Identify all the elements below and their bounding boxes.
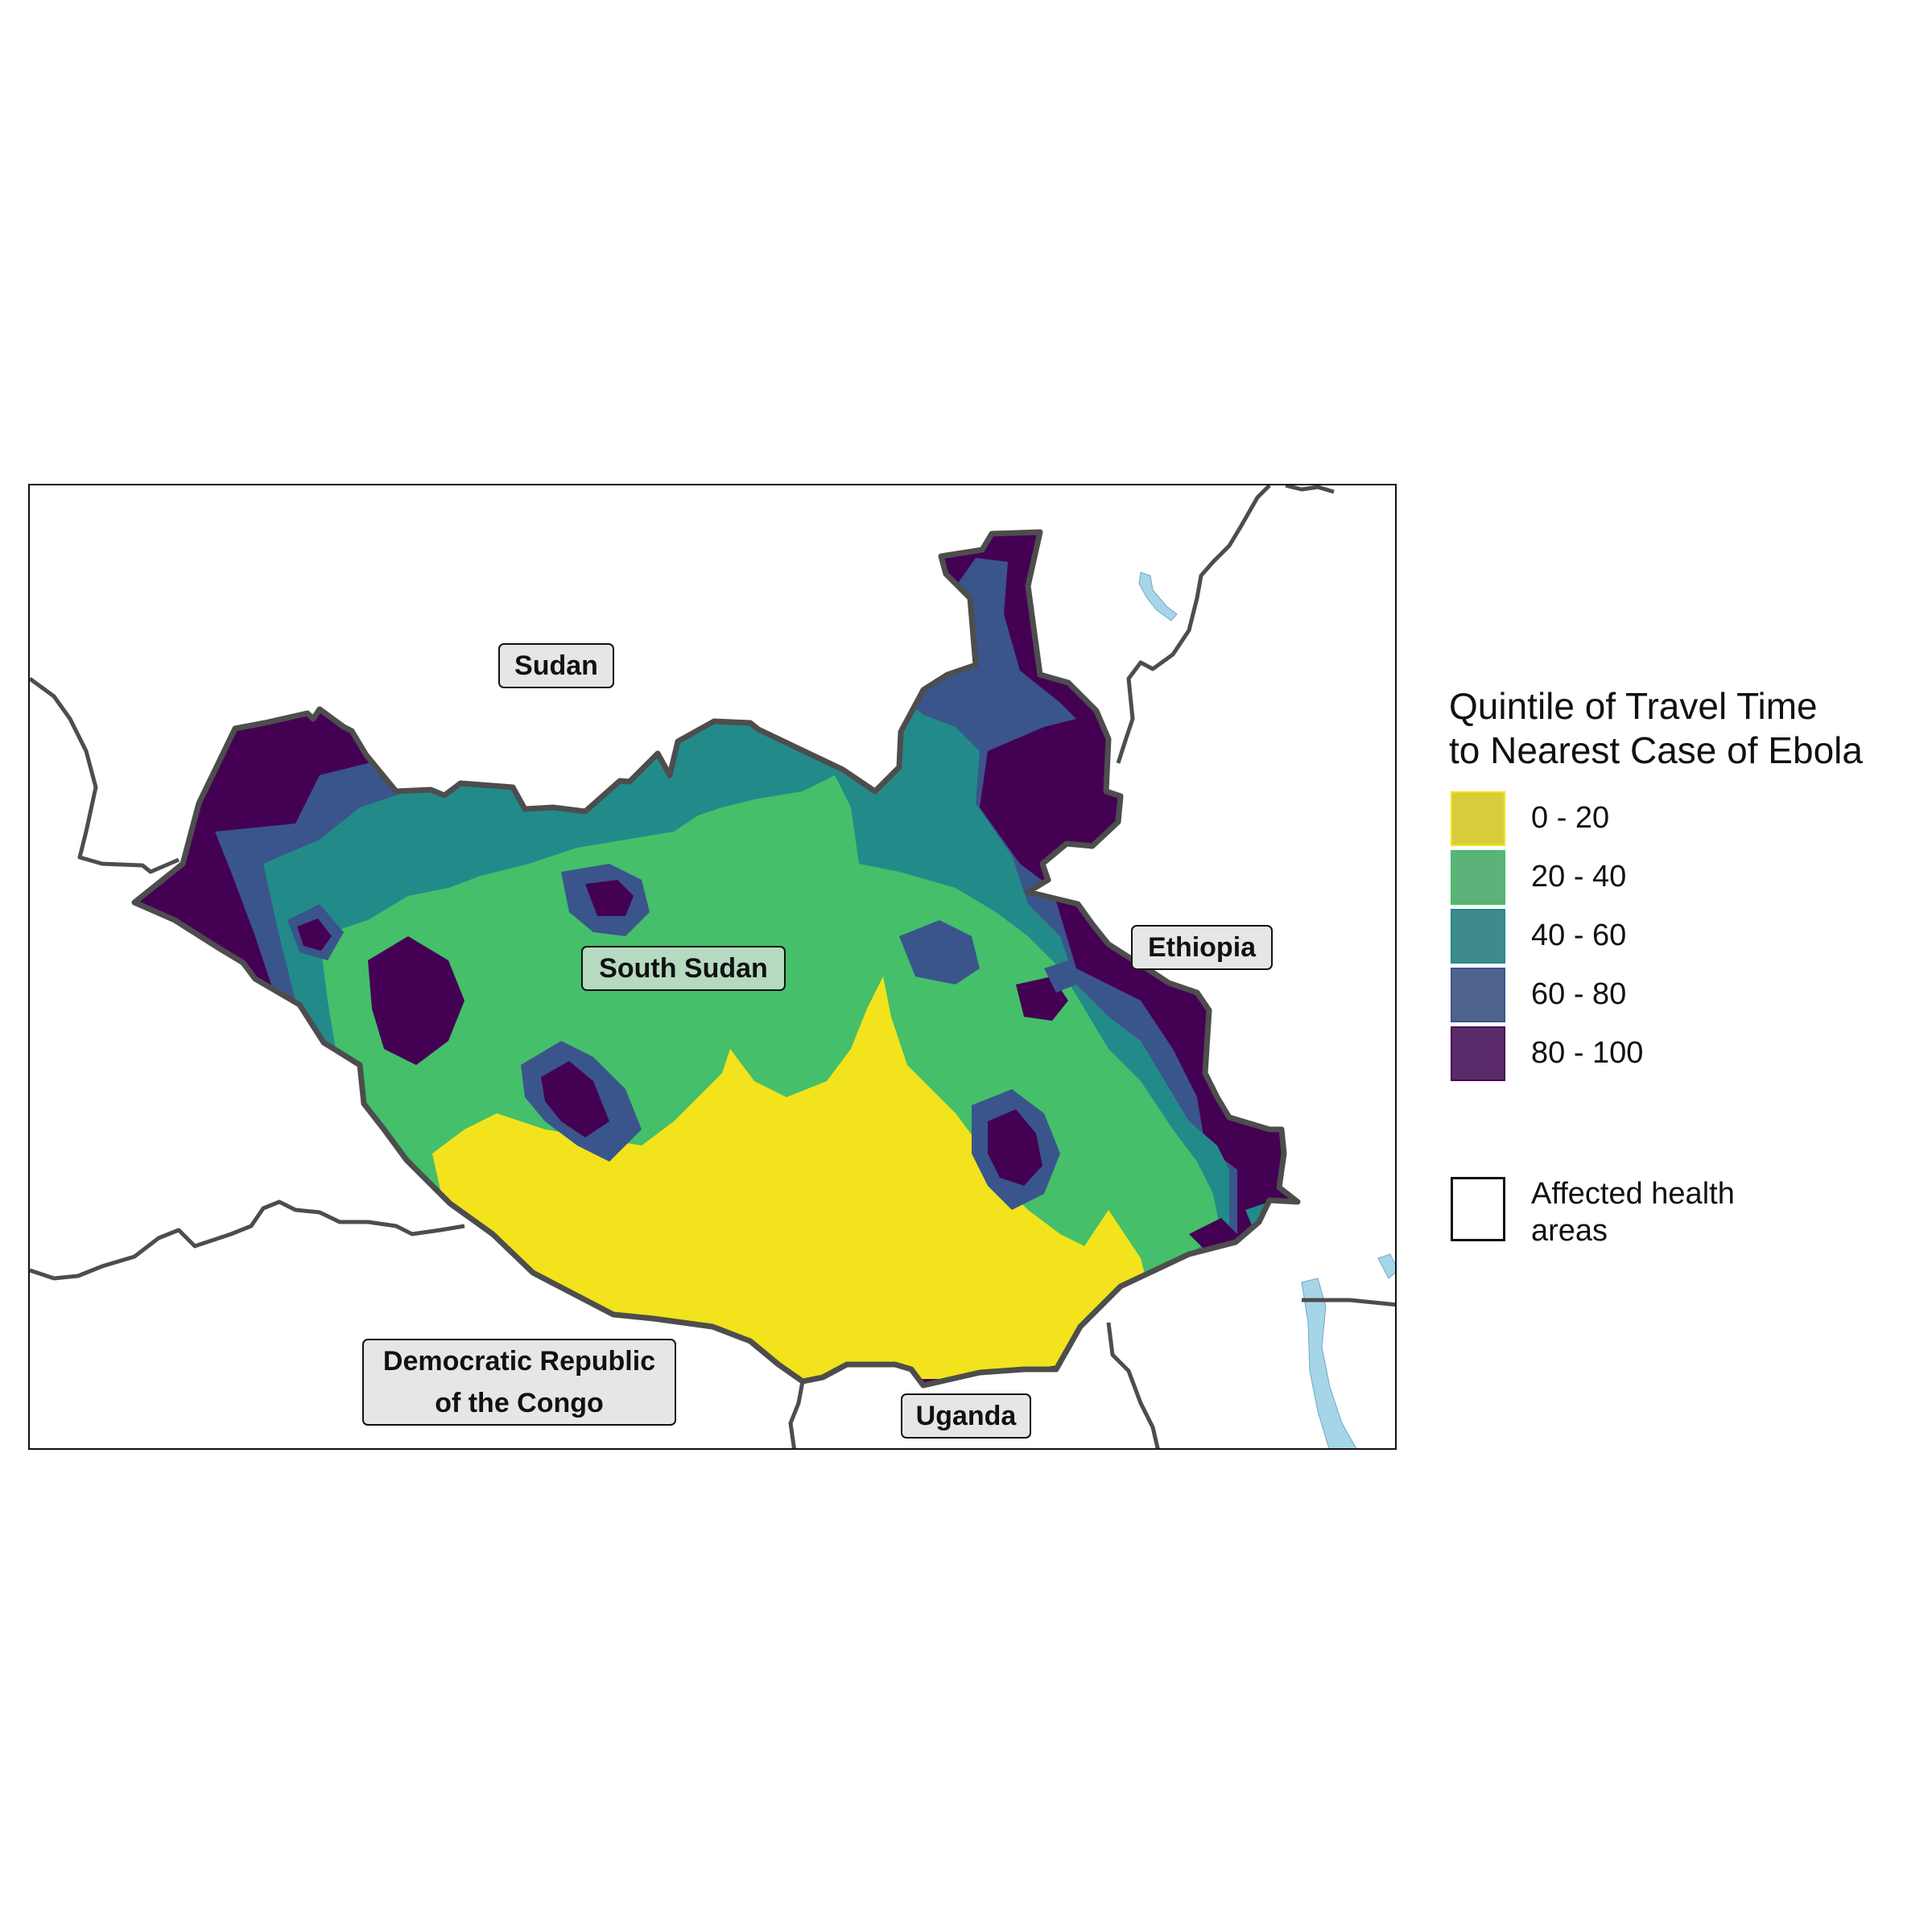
legend-label: 40 - 60	[1531, 919, 1627, 952]
ethiopia-top-right	[1285, 485, 1335, 494]
label-uganda: Uganda	[901, 1393, 1031, 1439]
legend-label: 80 - 100	[1531, 1036, 1644, 1070]
legend-label: 20 - 40	[1531, 860, 1627, 894]
lake-turkana	[1301, 1278, 1357, 1448]
kenya-ethiopia-border	[1302, 1298, 1395, 1307]
neighbour-borders	[30, 485, 1395, 1448]
sudan-ethiopia-border	[1116, 485, 1271, 764]
legend-label: 60 - 80	[1531, 977, 1627, 1011]
legend-swatch	[1451, 791, 1505, 846]
uganda-drc-border	[788, 1381, 805, 1448]
label-ethiopia: Ethiopia	[1131, 925, 1273, 970]
sudan-car-border	[30, 676, 180, 874]
legend-swatch	[1451, 1026, 1505, 1081]
label-sudan: Sudan	[498, 643, 614, 688]
legend-swatch	[1451, 968, 1505, 1022]
legend-label: 0 - 20	[1531, 801, 1610, 835]
lake-small-east	[1377, 1253, 1395, 1279]
legend-swatch	[1451, 909, 1505, 964]
map-panel: Sudan South Sudan Ethiopia Democratic Re…	[28, 484, 1397, 1450]
legend-title: Quintile of Travel Time to Nearest Case …	[1449, 685, 1863, 771]
lakes	[1138, 572, 1395, 1448]
outline-swatch	[1451, 1177, 1505, 1241]
south-sudan-border	[131, 529, 1301, 1389]
legend-swatch	[1451, 850, 1505, 905]
outline-label: Affected health areas	[1531, 1177, 1735, 1248]
lake-tana-ish	[1138, 572, 1178, 621]
label-drc: Democratic Republic of the Congo	[362, 1339, 676, 1426]
legend: Quintile of Travel Time to Nearest Case …	[1449, 684, 1916, 1264]
drc-car-border	[30, 1199, 465, 1281]
label-south-sudan: South Sudan	[581, 946, 786, 991]
kenya-uganda-border	[1106, 1322, 1160, 1448]
